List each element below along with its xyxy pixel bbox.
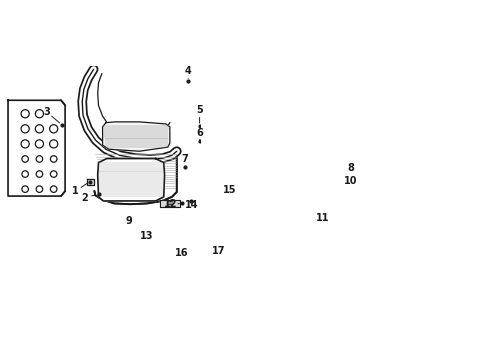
Circle shape: [179, 244, 187, 252]
Text: 14: 14: [185, 200, 198, 210]
Circle shape: [293, 210, 303, 221]
Text: 4: 4: [185, 66, 192, 76]
Text: 15: 15: [223, 185, 237, 195]
Polygon shape: [85, 69, 177, 204]
Polygon shape: [161, 200, 180, 207]
Text: 2: 2: [82, 193, 88, 203]
Text: 12: 12: [164, 199, 178, 209]
Circle shape: [309, 172, 320, 183]
Polygon shape: [8, 100, 65, 196]
Text: 13: 13: [140, 231, 153, 241]
Circle shape: [215, 186, 219, 190]
Text: 9: 9: [126, 216, 132, 225]
Polygon shape: [87, 179, 94, 185]
Circle shape: [166, 227, 173, 234]
Text: 8: 8: [348, 163, 355, 174]
Circle shape: [296, 213, 301, 218]
Circle shape: [212, 184, 221, 192]
Text: 11: 11: [316, 213, 329, 224]
Text: 10: 10: [343, 176, 357, 186]
Circle shape: [202, 242, 209, 249]
Text: 3: 3: [43, 107, 49, 117]
Circle shape: [312, 175, 317, 180]
Polygon shape: [102, 122, 170, 151]
Text: 5: 5: [196, 105, 203, 116]
Circle shape: [182, 247, 185, 250]
Circle shape: [204, 244, 207, 247]
Circle shape: [152, 231, 161, 240]
Text: ≡: ≡: [166, 198, 174, 208]
Text: 7: 7: [182, 154, 188, 165]
Text: 1: 1: [72, 186, 79, 196]
Circle shape: [169, 229, 171, 232]
Text: 17: 17: [212, 246, 225, 256]
Text: 16: 16: [175, 248, 189, 258]
Text: 6: 6: [196, 128, 203, 138]
Circle shape: [155, 234, 158, 238]
Polygon shape: [98, 158, 165, 201]
